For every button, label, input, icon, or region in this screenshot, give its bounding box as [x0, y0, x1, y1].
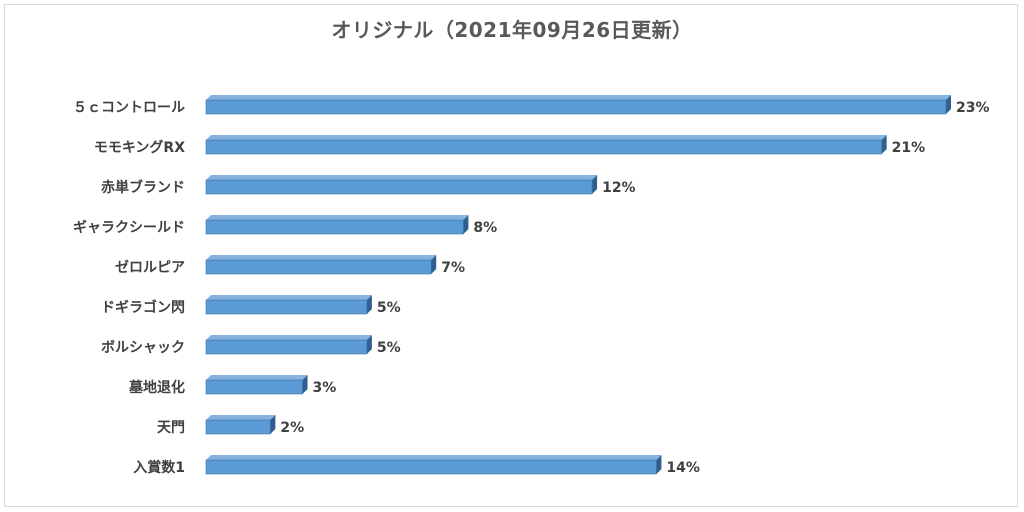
category-label: 墓地退化 [128, 379, 185, 396]
bar-side-face [592, 175, 598, 194]
bar-side-face [463, 215, 469, 234]
category-label: 赤単ブランド [101, 179, 185, 196]
value-label: 12% [602, 180, 636, 196]
category-label: ボルシャック [101, 340, 185, 356]
value-label: 5% [377, 340, 401, 356]
bar-side-face [366, 335, 372, 354]
category-label: モモキングRX [94, 139, 185, 156]
bar [205, 179, 593, 195]
bar-top-face [206, 215, 469, 220]
bar-top-face [206, 175, 598, 180]
bar-side-face [366, 295, 372, 314]
value-label: 21% [892, 140, 926, 156]
chart-title: オリジナル（2021年09月26日更新） [331, 18, 693, 42]
category-label: 入賞数1 [133, 459, 185, 476]
bar-top-face [206, 335, 372, 340]
bar [205, 299, 368, 315]
value-label: 5% [377, 300, 401, 316]
value-label: 23% [956, 100, 990, 116]
bar-side-face [946, 95, 951, 114]
bar [205, 459, 657, 475]
category-label: ５ｃコントロール [73, 100, 185, 116]
bar-top-face [206, 255, 437, 260]
category-label: ゼロルピア [115, 259, 185, 276]
value-label: 7% [441, 260, 465, 276]
bar-side-face [270, 415, 276, 434]
bar [205, 379, 303, 395]
bar [205, 259, 432, 275]
value-label: 8% [473, 220, 497, 236]
bar [205, 219, 464, 235]
bar [205, 139, 882, 155]
value-label: 14% [666, 460, 700, 476]
bar [205, 419, 271, 435]
bar [205, 99, 947, 115]
bar-top-face [206, 455, 662, 460]
value-label: 2% [280, 420, 304, 436]
bar-side-face [431, 255, 437, 274]
bar-side-face [656, 455, 662, 474]
chart-frame [4, 4, 1018, 507]
bar-top-face [206, 135, 887, 140]
bar-side-face [302, 375, 308, 394]
category-label: ドギラゴン閃 [101, 299, 185, 316]
category-label: ギャラクシールド [73, 219, 185, 236]
bar-top-face [206, 415, 276, 420]
bar-top-face [206, 95, 951, 100]
bar-top-face [206, 375, 308, 380]
value-label: 3% [313, 380, 337, 396]
bar [205, 339, 368, 355]
category-label: 天門 [157, 420, 185, 436]
bar-top-face [206, 295, 372, 300]
bar-side-face [881, 135, 887, 154]
